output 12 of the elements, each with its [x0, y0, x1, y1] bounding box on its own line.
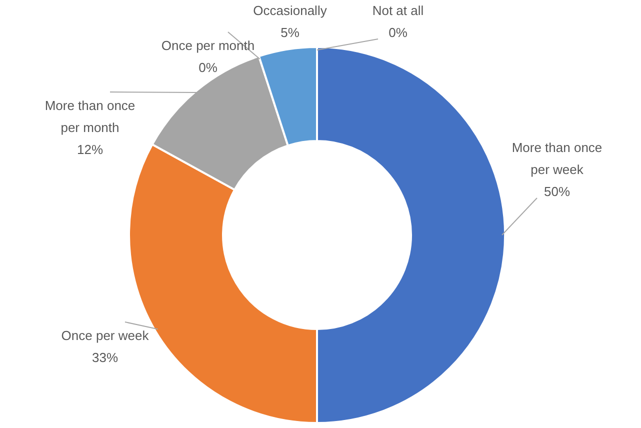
category-label: Not at all: [372, 3, 424, 18]
data-label: 33%: [92, 350, 118, 365]
text: 0%: [388, 25, 408, 40]
slice-label: Once per week: [61, 328, 150, 343]
data-label: 12%: [76, 142, 104, 157]
data-label: 5%: [280, 25, 300, 40]
slice-label: Occasionally: [253, 3, 328, 18]
slice-label: More than once per month: [44, 98, 136, 135]
text: 0%: [198, 60, 218, 75]
slice-label: More than once per week: [512, 140, 602, 177]
data-label: 50%: [544, 184, 570, 199]
category-label: Once per month: [161, 38, 255, 53]
